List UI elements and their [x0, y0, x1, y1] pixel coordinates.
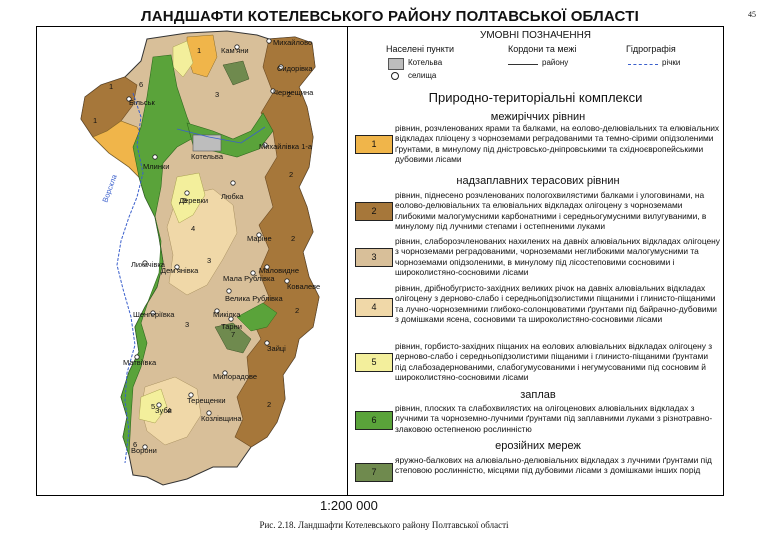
zone-2-east	[234, 36, 320, 448]
svg-text:5: 5	[183, 196, 187, 205]
category-floodplain: заплав	[520, 389, 556, 401]
label-vorony: Ворони	[131, 446, 157, 455]
legend-text-7: яружно-балкових на алювіально-делювіальн…	[395, 455, 712, 476]
swatch-2: 2	[355, 202, 393, 221]
category-interfluve: межиріччих рівнин	[490, 111, 586, 123]
svg-text:6: 6	[133, 440, 137, 449]
label-bilsk: Більськ	[129, 98, 156, 107]
settlement-names: Кам'яни Михайлово Сидорівка Чернещина Бі…	[100, 38, 320, 455]
svg-text:4: 4	[167, 406, 171, 415]
svg-text:2: 2	[267, 400, 271, 409]
legend-text-1: рівнин, розчленованих ярами та балками, …	[395, 123, 720, 164]
svg-text:2: 2	[289, 170, 293, 179]
swatch-5: 5	[355, 353, 393, 372]
legend-town-label: Котельва	[408, 58, 443, 67]
label-mala-rublivka: Мала Рублівка	[223, 274, 275, 283]
label-derevky: Деревки	[179, 196, 208, 205]
swatch-4: 4	[355, 298, 393, 317]
label-chernechchyna: Чернещина	[273, 88, 314, 97]
label-velyka-rublivka: Велика Рублівка	[225, 294, 283, 303]
label-kotelva: Котельва	[191, 152, 224, 161]
svg-text:3: 3	[185, 320, 189, 329]
legend-heading: УМОВНІ ПОЗНАЧЕННЯ	[479, 30, 592, 41]
settlement-markers	[126, 38, 290, 450]
legend-col-settlements: Населені пункти	[386, 44, 454, 54]
swatch-7: 7	[355, 463, 393, 482]
svg-text:3: 3	[215, 90, 219, 99]
label-lykhachivka: Лихачівка	[131, 260, 166, 269]
swatch-6: 6	[355, 411, 393, 430]
zone-5-south	[138, 388, 168, 424]
zone-numbers: 1 1 1 2 2 2 2 2 3 3 3 4 4 5 5 6 6 7	[93, 46, 299, 449]
label-kovaleve: Ковалеве	[287, 282, 320, 291]
river-line-icon	[628, 64, 658, 65]
svg-text:3: 3	[207, 256, 211, 265]
svg-text:1: 1	[93, 116, 97, 125]
page-number: 45	[748, 10, 756, 19]
legend-river-label: річки	[662, 58, 681, 67]
label-mykilka: Микілка	[213, 310, 241, 319]
label-malovydne: Маловидне	[259, 266, 299, 275]
label-demianivka: Дем'янівка	[161, 266, 199, 275]
map-frame: 1 1 1 2 2 2 2 2 3 3 3 4 4 5 5 6 6 7 Кам'яни Михайлов…	[36, 26, 724, 496]
swatch-1: 1	[355, 135, 393, 154]
legend-border-label: району	[542, 58, 569, 67]
town-symbol-icon	[388, 58, 404, 70]
legend-col-hydro: Гідрографія	[626, 44, 676, 54]
svg-text:4: 4	[191, 224, 195, 233]
label-marine: Маріне	[247, 234, 272, 243]
label-mykhailivka: Михайлівка 1-а	[259, 142, 313, 151]
legend-col-borders: Кордони та межі	[508, 44, 577, 54]
zone-5-north	[172, 40, 194, 78]
label-tarny: Тарни	[221, 322, 242, 331]
kotelva-town	[192, 134, 222, 152]
zone-5-central	[170, 172, 206, 224]
label-zuby: Зуби	[155, 406, 172, 415]
label-kamiany: Кам'яни	[221, 46, 249, 55]
svg-text:2: 2	[295, 306, 299, 315]
landscape-map: 1 1 1 2 2 2 2 2 3 3 3 4 4 5 5 6 6 7 Кам'яни Михайлов…	[37, 27, 347, 495]
svg-text:5: 5	[151, 402, 155, 411]
legend-village-label: селища	[408, 71, 437, 80]
vorskla-river	[116, 92, 144, 464]
label-liubka: Любка	[221, 192, 244, 201]
label-myloradove: Милорадове	[213, 372, 257, 381]
tributary-river	[176, 126, 266, 144]
label-kozlivshchyna: Козлівщина	[201, 414, 242, 423]
figure-caption: Рис. 2.18. Ландшафти Котелевського район…	[259, 520, 509, 530]
legend-panel: УМОВНІ ПОЗНАЧЕННЯ Населені пункти Кордон…	[348, 27, 723, 495]
label-vorskla: Ворскла	[100, 173, 119, 204]
label-shenheriivka: Шенгеріївка	[133, 310, 175, 319]
svg-text:6: 6	[139, 80, 143, 89]
label-sydorivka: Сидорівка	[277, 64, 313, 73]
svg-text:2: 2	[287, 90, 291, 99]
legend-text-2: рівнин, піднесено розчленованих пологохв…	[395, 190, 707, 231]
zone-6-east	[236, 302, 278, 332]
label-mlynky: Млинки	[143, 162, 169, 171]
complexes-title: Природно-територіальні комплекси	[428, 90, 643, 105]
zone-2-northwest	[80, 76, 138, 138]
label-mykhailovo: Михайлово	[273, 38, 312, 47]
map-title: ЛАНДШАФТИ КОТЕЛЕВСЬКОГО РАЙОНУ ПОЛТАВСЬК…	[141, 8, 639, 25]
legend-text-3: рівнин, слаборозчленованих нахилених на …	[395, 236, 720, 277]
zone-7-gullies	[214, 60, 252, 354]
category-erosion: ерозійних мереж	[495, 440, 581, 452]
legend-text-4: рівнин, дрібнобугристо-західних великих …	[395, 283, 717, 324]
map-legend-divider	[347, 27, 348, 495]
label-tereshchenky: Терещенки	[187, 396, 226, 405]
label-zaitsi: Зайці	[267, 344, 286, 353]
svg-text:2: 2	[291, 234, 295, 243]
svg-text:7: 7	[231, 330, 235, 339]
swatch-3: 3	[355, 248, 393, 267]
legend-text-5: рівнин, горбисто-західних піщаних на еол…	[395, 341, 713, 382]
legend-text-6: рівнин, плоских та слабохвилястих на олі…	[395, 403, 713, 434]
map-scale: 1:200 000	[320, 498, 378, 513]
category-terrace: надзаплавних терасових рівнин	[456, 175, 620, 187]
border-line-icon	[508, 64, 538, 65]
village-symbol-icon	[391, 72, 399, 80]
label-matviivka: Матвіївка	[123, 358, 157, 367]
svg-text:1: 1	[197, 46, 201, 55]
svg-text:1: 1	[109, 82, 113, 91]
map-svg: 1 1 1 2 2 2 2 2 3 3 3 4 4 5 5 6 6 7 Кам'яни Михайлов…	[80, 30, 320, 486]
